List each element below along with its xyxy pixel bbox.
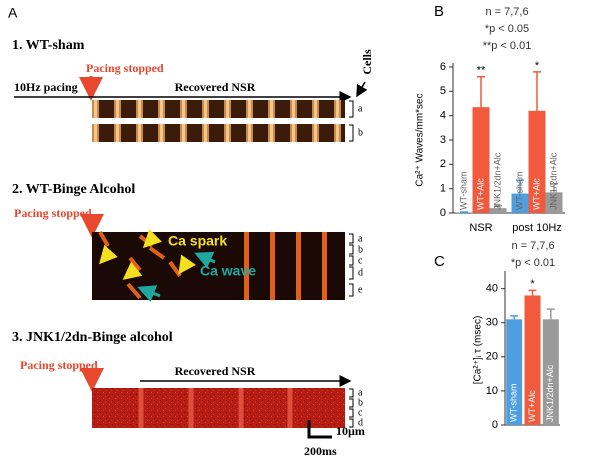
bar-label: WT-sham (514, 171, 524, 210)
panel-label: C (434, 253, 445, 270)
y-tick-label: 2 (440, 158, 446, 170)
significance: ** (477, 65, 486, 77)
lane-label: b (358, 244, 363, 255)
x-tick-label: post 10Hz (512, 222, 562, 234)
y-tick-label: 10 (486, 385, 498, 397)
y-tick-label: 5 (440, 85, 446, 97)
annotation: *p < 0.05 (485, 23, 529, 35)
annotation: *p < 0.01 (511, 257, 555, 269)
lane-label: a (358, 233, 363, 244)
x-tick-label: NSR (469, 222, 492, 234)
error-bar (529, 290, 537, 295)
lane-label: d (358, 267, 363, 278)
pacing-label: Pacing stopped (14, 206, 92, 220)
lane-label: b (358, 127, 363, 138)
panel-title: 2. WT-Binge Alcohol (12, 182, 135, 197)
annotation: n = 7,7,6 (511, 240, 554, 252)
bar-label: WT-sham (509, 383, 519, 422)
pacing-rate: 10Hz pacing (14, 80, 78, 94)
linescan-image (92, 124, 345, 142)
scale-label: 200ms (304, 444, 337, 458)
y-tick-label: 4 (440, 110, 446, 122)
spark-label: Ca spark (168, 233, 227, 249)
y-tick-label: 30 (486, 317, 498, 329)
lane-bracket (349, 101, 353, 141)
y-tick-label: 20 (486, 351, 498, 363)
y-tick-label: 0 (492, 419, 498, 431)
cells-label: Cells (360, 49, 374, 75)
lane-label: e (358, 284, 363, 295)
recovery-label: Recovered NSR (175, 364, 256, 378)
bar-label: WT+Alc (531, 178, 541, 210)
y-tick-label: 40 (486, 283, 498, 295)
annotation: n = 7,7,6 (485, 6, 528, 18)
y-tick-label: 0 (440, 207, 446, 219)
significance: * (530, 278, 535, 290)
wave-label: Ca wave (200, 263, 256, 279)
y-axis-label: Ca²⁺ Waves/mm*sec (415, 93, 426, 186)
panel-label: A (8, 5, 18, 21)
bar-label: WT+Alc (475, 178, 485, 210)
bar-label: JNK1/2dn+Alc (545, 364, 555, 422)
pacing-label: Pacing stopped (86, 61, 164, 75)
bar-label: JNK1/2dn+Alc (492, 152, 502, 210)
panel-title: 1. WT-sham (12, 38, 85, 53)
error-bar (477, 77, 485, 107)
y-tick-label: 6 (440, 61, 446, 73)
significance: * (535, 60, 540, 72)
lane-label: c (358, 255, 363, 266)
panel-title: 3. JNK1/2dn-Binge alcohol (12, 330, 173, 345)
pacing-label: Pacing stopped (20, 358, 98, 372)
bar-label: WT+Alc (527, 390, 537, 422)
bar-label: JNK1/2dn+Alc (548, 152, 558, 210)
arrow (357, 82, 365, 96)
lane-label: a (358, 103, 363, 114)
error-bar (510, 316, 518, 319)
annotation: **p < 0.01 (483, 40, 532, 52)
recovery-label: Recovered NSR (175, 80, 256, 94)
lane-bracket (349, 389, 353, 427)
scale-label: 10µm (336, 424, 365, 438)
panel-label: B (434, 3, 444, 20)
y-tick-label: 3 (440, 134, 446, 146)
bar-label: WT-sham (458, 171, 468, 210)
y-tick-label: 1 (440, 183, 446, 195)
error-bar (547, 309, 555, 319)
linescan-image (92, 100, 345, 118)
error-bar (533, 72, 541, 111)
linescan-image (92, 388, 345, 428)
y-axis-label: [Ca²⁺]ᵢ τ (msec) (473, 316, 484, 385)
lane-bracket (349, 234, 353, 296)
